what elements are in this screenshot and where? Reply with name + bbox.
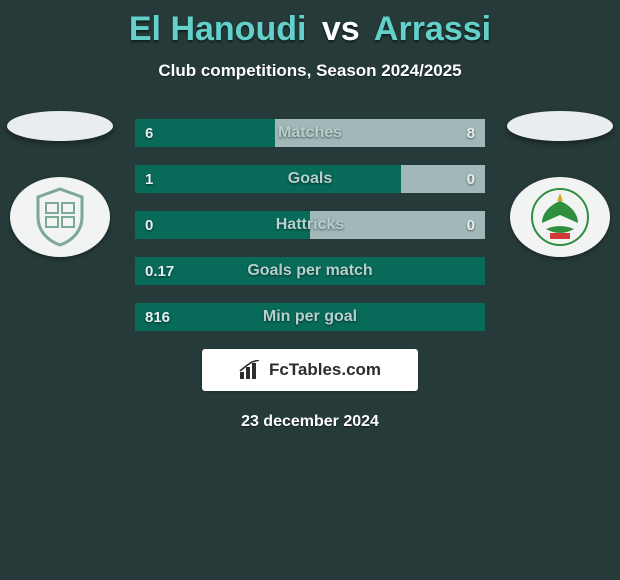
stat-row: Hattricks00 [135,211,485,239]
branding-badge: FcTables.com [202,349,418,391]
stat-seg-left [135,119,275,147]
stat-track [135,303,485,331]
stat-track [135,257,485,285]
stat-bars: Matches68 Goals10 Hattricks00 Goals per mat… [135,119,485,331]
stat-track [135,211,485,239]
shield-icon [28,185,92,249]
page-title: El Hanoudi vs Arrassi [0,0,620,49]
stat-row: Goals10 [135,165,485,193]
title-vs: vs [322,10,360,48]
subtitle: Club competitions, Season 2024/2025 [0,61,620,81]
branding-text: FcTables.com [269,360,381,380]
eagle-crest-icon [528,185,592,249]
date-text: 23 december 2024 [0,413,620,431]
player2-avatar [507,111,613,141]
player2-head [500,111,620,257]
player1-club-logo [10,177,110,257]
stat-seg-right [401,165,485,193]
player1-avatar [7,111,113,141]
stat-seg-left [135,165,401,193]
stat-track [135,165,485,193]
stat-seg-left [135,257,485,285]
title-player2: Arrassi [374,10,491,48]
stat-row: Matches68 [135,119,485,147]
stat-seg-left [135,303,485,331]
stat-row: Goals per match0.17 [135,257,485,285]
stat-seg-left [135,211,310,239]
comparison-area: Matches68 Goals10 Hattricks00 Goals per mat… [0,119,620,331]
stat-seg-right [275,119,485,147]
title-player1: El Hanoudi [129,10,307,48]
stat-track [135,119,485,147]
stat-seg-right [310,211,485,239]
player2-club-logo [510,177,610,257]
player1-head [0,111,120,257]
barchart-icon [239,360,263,380]
stat-row: Min per goal816 [135,303,485,331]
